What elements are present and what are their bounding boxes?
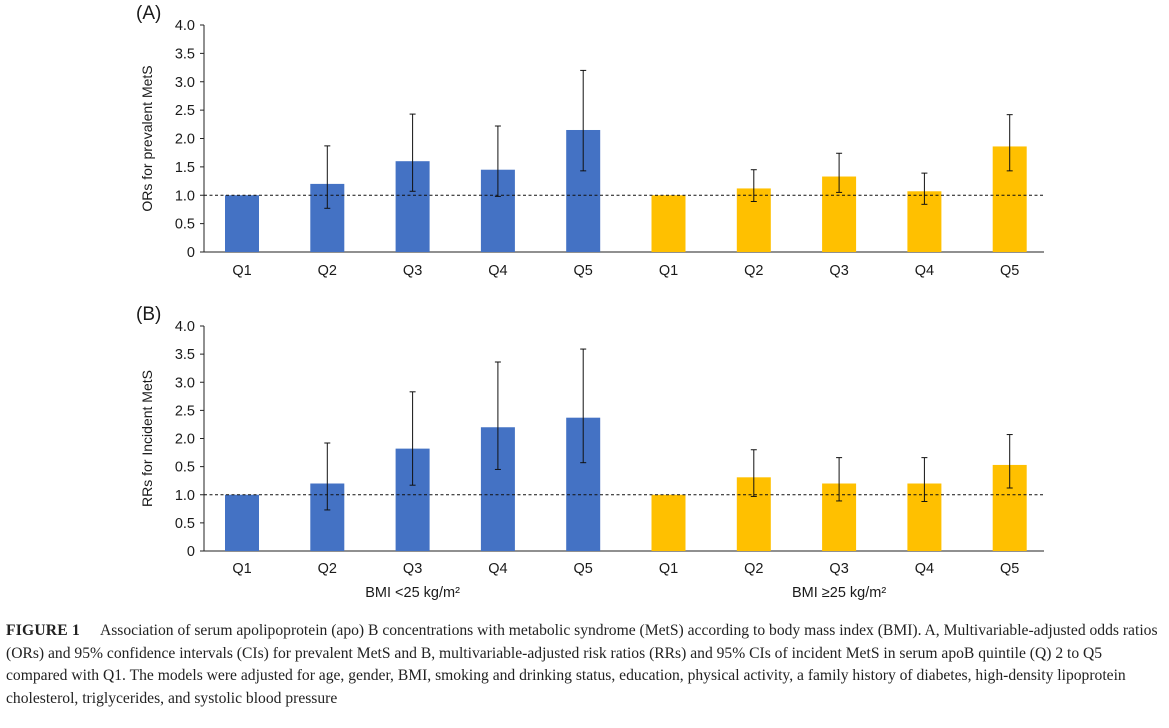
y-tick-label: 3.0 xyxy=(175,75,195,91)
y-tick-label: 1.5 xyxy=(175,160,195,176)
figure-caption: FIGURE 1 Association of serum apolipoprot… xyxy=(6,620,1164,710)
y-tick-label: 2.0 xyxy=(175,132,195,148)
category-label: Q5 xyxy=(574,561,593,577)
group-label: BMI <25 kg/m² xyxy=(365,585,460,601)
y-tick-label: 2.0 xyxy=(175,432,195,448)
y-axis-title: RRs for Incident MetS xyxy=(139,370,155,507)
category-label: Q4 xyxy=(915,561,934,577)
y-tick-label: 0.5 xyxy=(175,516,195,532)
bar xyxy=(225,494,259,551)
category-label: Q3 xyxy=(403,561,422,577)
category-label: Q2 xyxy=(744,263,763,279)
y-tick-label: 0 xyxy=(187,544,195,560)
category-label: Q3 xyxy=(403,263,422,279)
y-tick-label: 0.5 xyxy=(175,460,195,476)
y-tick-label: 0.5 xyxy=(175,217,195,233)
y-tick-label: 1.0 xyxy=(175,488,195,504)
category-label: Q1 xyxy=(232,263,251,279)
bar xyxy=(225,195,259,252)
category-label: Q1 xyxy=(659,263,678,279)
y-tick-label: 3.5 xyxy=(175,347,195,363)
chart-panel-b: 0 0.5 1.0 0.5 2.0 2.5 3.0 3.5 4.0 RRs for Inciden… xyxy=(136,304,1044,601)
y-tick-label: 0 xyxy=(187,245,195,261)
y-tick-label: 2.5 xyxy=(175,103,195,119)
category-label: Q4 xyxy=(915,263,934,279)
y-tick-label: 2.5 xyxy=(175,403,195,419)
y-tick-label: 3.0 xyxy=(175,375,195,391)
category-label: Q2 xyxy=(744,561,763,577)
category-label: Q5 xyxy=(574,263,593,279)
category-label: Q2 xyxy=(318,561,337,577)
category-label: Q3 xyxy=(829,561,848,577)
category-label: Q3 xyxy=(829,263,848,279)
category-label: Q2 xyxy=(318,263,337,279)
y-axis-title: ORs for prevalent MetS xyxy=(139,65,155,211)
bar xyxy=(651,494,686,551)
y-tick-label: 1.0 xyxy=(175,188,195,204)
caption-label: FIGURE 1 xyxy=(6,622,80,639)
category-label: Q5 xyxy=(1000,561,1019,577)
panel-label: (B) xyxy=(136,304,161,325)
category-label: Q1 xyxy=(659,561,678,577)
panel-label: (A) xyxy=(136,3,161,24)
caption-text: Association of serum apolipoprotein (apo… xyxy=(6,622,1158,707)
group-label: BMI ≥25 kg/m² xyxy=(792,585,886,601)
category-label: Q4 xyxy=(488,561,507,577)
figure: 0 0.5 1.0 1.5 2.0 2.5 3.0 3.5 4.0 ORs for prevale… xyxy=(136,3,1044,601)
category-label: Q5 xyxy=(1000,263,1019,279)
y-tick-label: 3.5 xyxy=(175,46,195,62)
y-tick-label: 4.0 xyxy=(175,319,195,335)
chart-panel-a: 0 0.5 1.0 1.5 2.0 2.5 3.0 3.5 4.0 ORs for prevale… xyxy=(136,3,1044,279)
category-label: Q1 xyxy=(232,561,251,577)
category-label: Q4 xyxy=(488,263,507,279)
y-tick-label: 4.0 xyxy=(175,18,195,34)
bar xyxy=(651,195,686,252)
